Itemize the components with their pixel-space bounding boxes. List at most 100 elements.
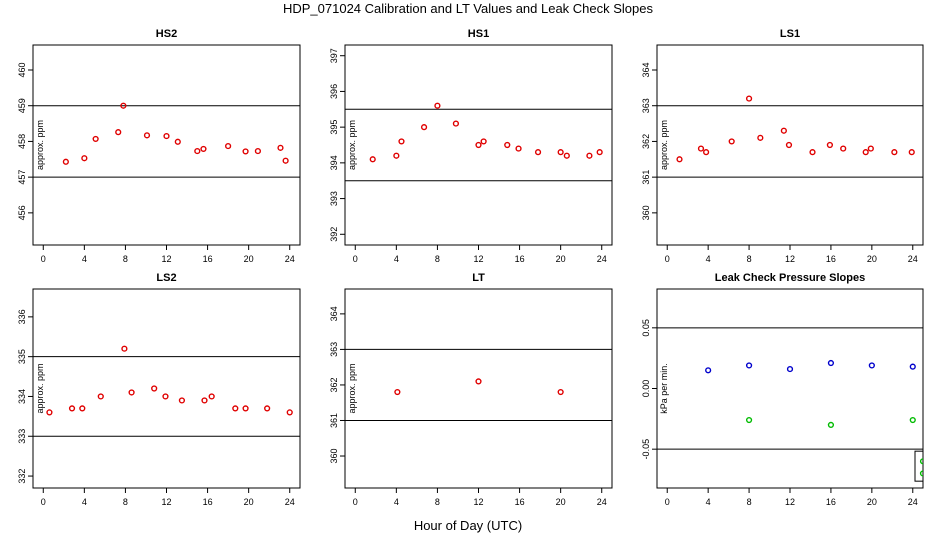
y-tick-label: 335 (17, 349, 27, 364)
data-point-slope_a (827, 359, 835, 367)
x-tick-label: 12 (785, 254, 795, 264)
x-tick-label: 12 (161, 254, 171, 264)
data-point (68, 405, 76, 412)
figure-x-axis-label: Hour of Day (UTC) (413, 518, 523, 533)
x-tick-label: 24 (597, 254, 607, 264)
data-point (81, 155, 88, 162)
y-tick-label: 364 (329, 306, 339, 321)
panel-title: HS1 (468, 28, 489, 40)
x-tick-label: 24 (908, 497, 918, 507)
data-point (515, 145, 522, 152)
y-tick-label: 363 (641, 98, 651, 113)
plot-frame (656, 44, 924, 246)
data-point (264, 405, 271, 412)
plot-frame (656, 288, 924, 489)
data-point-slope_b (919, 470, 923, 477)
x-tick-label: 8 (747, 254, 752, 264)
y-tick-label: 395 (329, 120, 339, 135)
data-point (232, 405, 239, 412)
panel-title: Leak Check Pressure Slopes (715, 272, 865, 284)
data-point (867, 145, 874, 152)
data-point (242, 405, 249, 412)
y-tick-label: 457 (17, 170, 27, 185)
data-point (97, 393, 104, 400)
data-point (891, 149, 898, 156)
data-point-slope_a (909, 363, 916, 370)
data-points (46, 345, 293, 416)
x-tick-label: 20 (244, 254, 254, 264)
data-points (62, 102, 289, 165)
panel-ls1: LS1 0 4 8 12 16 20 24 360 361 362 363 364 approx. ppm (641, 28, 924, 264)
x-tick-label: 12 (473, 254, 483, 264)
data-point (121, 345, 128, 352)
data-point (596, 149, 603, 156)
panel-leak-check-pressure-slopes: Leak Check Pressure Slopes 0 4 8 12 16 20 24 -0.… (641, 272, 924, 507)
x-tick-label: 0 (353, 254, 358, 264)
y-tick-label: 362 (641, 134, 651, 149)
data-point-slope_b (909, 416, 916, 424)
y-tick-label: 460 (17, 62, 27, 77)
plot-frame (344, 44, 613, 246)
x-tick-label: 8 (123, 254, 128, 264)
plot-frame (32, 288, 301, 489)
data-point (420, 124, 428, 131)
data-point (162, 393, 169, 400)
x-tick-label: 16 (515, 497, 525, 507)
y-axis-label: approx. ppm (35, 363, 45, 413)
y-tick-label: 334 (17, 389, 27, 404)
x-tick-label: 20 (556, 497, 566, 507)
y-tick-label: 363 (329, 342, 339, 357)
x-tick-label: 8 (435, 254, 440, 264)
data-point (434, 102, 441, 109)
x-tick-label: 4 (394, 254, 399, 264)
data-point (728, 138, 735, 145)
data-point (62, 158, 69, 165)
data-point (504, 141, 511, 149)
panel-ls2: LS2 0 4 8 12 16 20 24 332 333 334 335 336 approx. ppm (17, 272, 301, 507)
data-point (908, 149, 915, 156)
x-tick-label: 8 (435, 497, 440, 507)
data-point (151, 385, 158, 392)
x-tick-label: 24 (285, 254, 295, 264)
panel-hs2: HS2 0 4 8 12 16 20 24 456 457 458 459 460 approx. ppm (17, 28, 301, 264)
data-point (862, 149, 869, 156)
y-tick-label: 393 (329, 191, 339, 206)
data-point (200, 145, 207, 153)
y-tick-label: -0.05 (641, 439, 651, 460)
panel-title: LS1 (780, 28, 800, 40)
y-tick-label: 360 (329, 449, 339, 464)
x-tick-label: 16 (203, 497, 213, 507)
x-tick-label: 0 (41, 254, 46, 264)
x-tick-label: 0 (665, 497, 670, 507)
data-point (286, 409, 293, 416)
x-tick-label: 12 (473, 497, 483, 507)
data-point (475, 378, 482, 385)
data-point-slope_b (919, 458, 923, 465)
y-tick-label: 361 (329, 413, 339, 428)
plot-frame (344, 288, 613, 489)
x-tick-label: 8 (747, 497, 752, 507)
data-point (115, 129, 122, 136)
data-point (174, 138, 181, 145)
y-axis-label: approx. ppm (347, 363, 357, 413)
y-axis-label: kPa per min. (659, 363, 669, 414)
data-point (393, 152, 400, 159)
x-tick-label: 0 (41, 497, 46, 507)
data-point (757, 134, 764, 141)
data-point (79, 405, 86, 412)
data-point (398, 138, 405, 145)
data-points (369, 102, 603, 163)
data-point-slope_b (745, 416, 753, 424)
x-tick-label: 4 (82, 254, 87, 264)
x-tick-label: 16 (826, 254, 836, 264)
data-point (586, 152, 593, 159)
data-point-slope_a (705, 367, 712, 374)
data-point (242, 148, 249, 155)
data-point (92, 135, 99, 143)
y-axis-label: approx. ppm (347, 120, 357, 170)
data-point (676, 156, 683, 163)
x-tick-label: 0 (665, 254, 670, 264)
x-tick-label: 20 (556, 254, 566, 264)
x-tick-label: 4 (394, 497, 399, 507)
